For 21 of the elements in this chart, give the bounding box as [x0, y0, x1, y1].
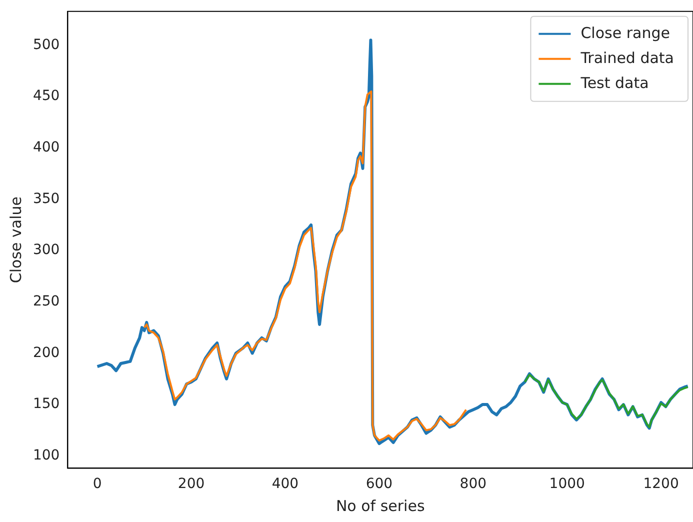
y-tick-label: 350	[32, 190, 60, 207]
y-tick-label: 400	[32, 140, 60, 156]
x-tick-label: 600	[366, 476, 393, 492]
y-tick-label: 500	[32, 36, 60, 53]
x-tick-label: 800	[460, 476, 487, 492]
x-tick-label: 200	[178, 476, 205, 492]
y-tick-label: 150	[32, 396, 60, 412]
legend-label: Test data	[580, 74, 649, 92]
y-axis-title: Close value	[6, 196, 25, 284]
x-tick-label: 1000	[549, 476, 585, 492]
legend-label: Close range	[580, 24, 670, 42]
y-tick-label: 300	[32, 242, 60, 258]
x-tick-label: 400	[272, 476, 299, 492]
y-tick-label: 100	[32, 448, 60, 464]
x-tick-label: 0	[92, 476, 102, 492]
x-tick-label: 1200	[643, 476, 679, 492]
y-tick-label: 450	[32, 88, 60, 104]
y-tick-label: 200	[32, 344, 60, 361]
x-axis-title: No of series	[336, 496, 425, 515]
y-tick-label: 250	[32, 294, 60, 310]
legend-label: Trained data	[580, 48, 674, 67]
